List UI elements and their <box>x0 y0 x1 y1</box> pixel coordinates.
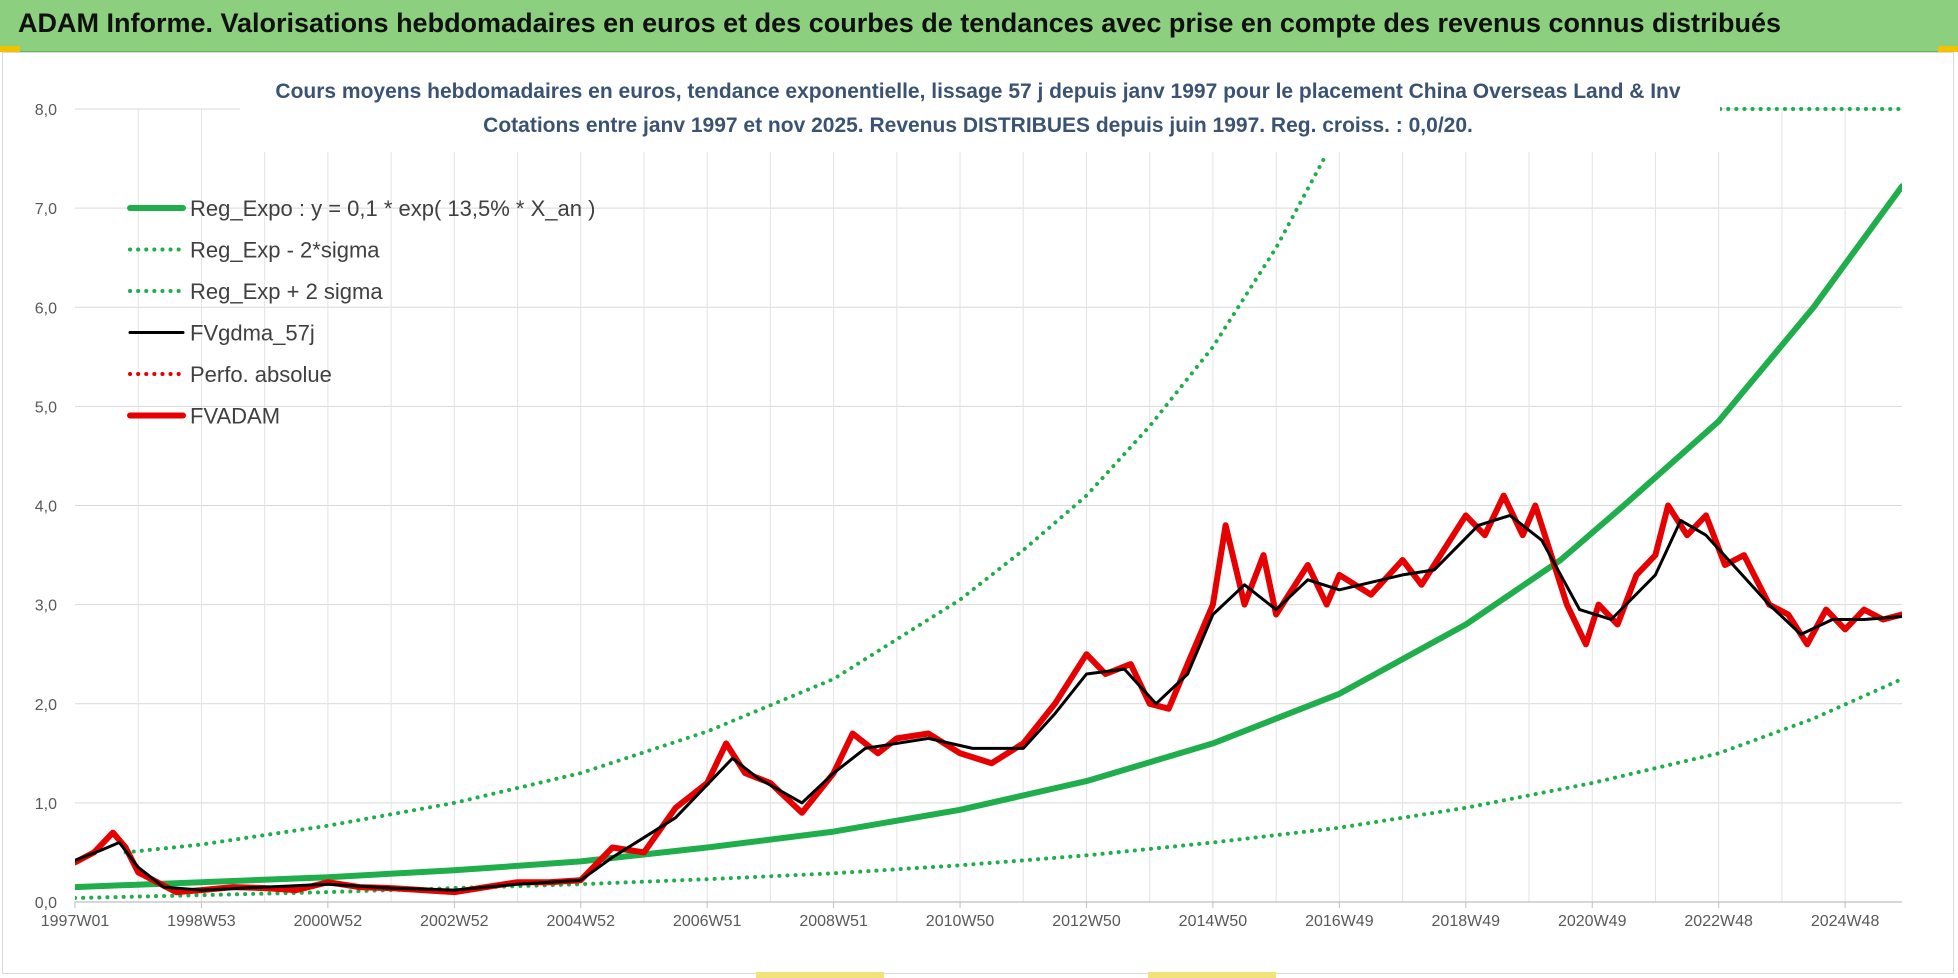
x-tick-label: 2014W50 <box>1179 913 1248 930</box>
banner-corner-right <box>1938 46 1958 52</box>
y-tick-label: 5,0 <box>35 399 57 416</box>
series-line-0 <box>75 183 1902 891</box>
title-background <box>240 58 1720 152</box>
x-tick-label: 2008W51 <box>799 913 868 930</box>
x-tick-label: 2006W51 <box>673 913 742 930</box>
legend-label: FVADAM <box>190 404 280 429</box>
legend-label: Reg_Exp - 2*sigma <box>190 238 380 263</box>
x-tick-label: 2016W49 <box>1305 913 1374 930</box>
y-tick-labels: 0,0 1,0 2,0 3,0 4,0 5,0 6,0 7,0 8,0 <box>35 102 57 912</box>
x-tick-label: 2018W49 <box>1432 913 1501 930</box>
y-tick-label: 4,0 <box>35 499 57 516</box>
price-trend-chart: 0,0 1,0 2,0 3,0 4,0 5,0 6,0 7,0 8,0 1997W01 1998W5… <box>35 58 1904 930</box>
x-tick-label: 2024W48 <box>1811 913 1880 930</box>
legend: Reg_Expo : y = 0,1 * exp( 13,5% * X_an )… <box>127 196 595 429</box>
chart-title: Cours moyens hebdomadaires en euros, ten… <box>275 80 1680 103</box>
chart-subtitle: Cotations entre janv 1997 et nov 2025. R… <box>483 114 1473 137</box>
y-tick-label: 2,0 <box>35 697 57 714</box>
legend-label: Reg_Exp + 2 sigma <box>190 279 383 304</box>
x-tick-labels: 1997W01 1998W53 2000W52 2002W52 2004W52 2006W… <box>41 902 1880 930</box>
bottom-marker-left <box>756 972 884 978</box>
series-line-2 <box>123 151 1329 855</box>
x-tick-label: 2000W52 <box>294 913 363 930</box>
series-line-5 <box>75 492 1902 896</box>
y-tick-label: 8,0 <box>35 102 57 119</box>
x-tick-label: 2004W52 <box>546 913 615 930</box>
chart-frame <box>2 52 1954 974</box>
legend-label: FVgdma_57j <box>190 321 315 346</box>
x-tick-label: 1997W01 <box>41 913 110 930</box>
report-banner: ADAM Informe. Valorisations hebdomadaire… <box>0 0 1958 52</box>
x-tick-label: 2020W49 <box>1558 913 1627 930</box>
y-tick-label: 1,0 <box>35 796 57 813</box>
series-line-1 <box>75 677 1902 900</box>
series-group <box>75 151 1902 900</box>
legend-label: Perfo. absolue <box>190 362 332 387</box>
legend-label: Reg_Expo : y = 0,1 * exp( 13,5% * X_an ) <box>190 196 595 221</box>
x-tick-label: 1998W53 <box>167 913 236 930</box>
y-tick-label: 0,0 <box>35 895 57 912</box>
x-tick-label: 2002W52 <box>420 913 489 930</box>
report-title: ADAM Informe. Valorisations hebdomadaire… <box>18 8 1782 38</box>
banner-corner-left <box>0 46 20 52</box>
bottom-marker-right <box>1148 972 1276 978</box>
series-line-3 <box>75 513 1902 892</box>
y-tick-label: 3,0 <box>35 598 57 615</box>
x-tick-label: 2022W48 <box>1684 913 1753 930</box>
y-tick-label: 6,0 <box>35 300 57 317</box>
y-tick-label: 7,0 <box>35 201 57 218</box>
x-tick-label: 2010W50 <box>926 913 995 930</box>
x-tick-label: 2012W50 <box>1052 913 1121 930</box>
